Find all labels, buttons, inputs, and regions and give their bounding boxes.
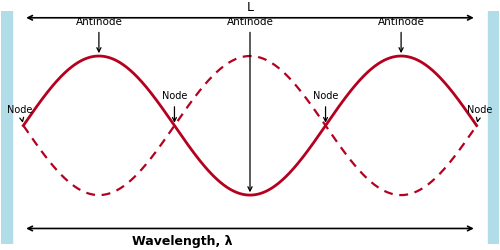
Text: Antinode: Antinode <box>378 17 424 52</box>
Text: Antinode: Antinode <box>226 17 274 191</box>
Text: Node: Node <box>162 91 187 122</box>
Text: Node: Node <box>8 105 33 122</box>
Text: Wavelength, λ: Wavelength, λ <box>132 235 232 248</box>
Bar <box>0 11 12 244</box>
Text: Antinode: Antinode <box>76 17 122 52</box>
Text: L: L <box>246 1 254 14</box>
Bar <box>488 11 500 244</box>
Text: Node: Node <box>467 105 492 122</box>
Text: Node: Node <box>313 91 338 122</box>
